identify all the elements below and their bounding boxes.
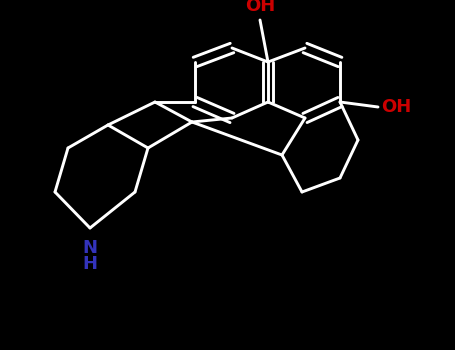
Text: OH: OH (381, 98, 411, 116)
Text: H: H (82, 255, 97, 273)
Text: N: N (82, 239, 97, 257)
Text: OH: OH (245, 0, 275, 15)
